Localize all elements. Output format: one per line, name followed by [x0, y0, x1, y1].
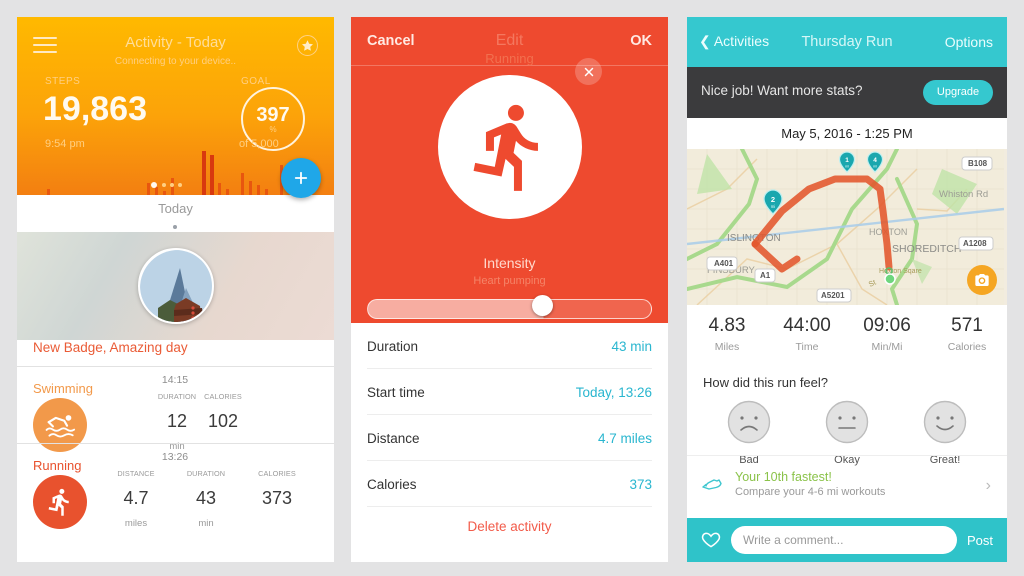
svg-text:1: 1 [845, 157, 849, 164]
svg-text:A401: A401 [714, 259, 734, 268]
svg-text:SHOREDITCH: SHOREDITCH [892, 243, 961, 255]
svg-text:2: 2 [771, 195, 775, 204]
svg-text:A1208: A1208 [963, 239, 987, 248]
svg-text:B108: B108 [968, 159, 988, 168]
svg-text:A5201: A5201 [821, 291, 845, 300]
svg-text:Whiston Rd: Whiston Rd [939, 189, 988, 200]
svg-text:mi: mi [771, 204, 776, 209]
svg-text:A1: A1 [760, 271, 771, 280]
svg-text:mi: mi [845, 165, 849, 169]
svg-text:mi: mi [873, 165, 877, 169]
svg-text:4: 4 [873, 157, 877, 164]
